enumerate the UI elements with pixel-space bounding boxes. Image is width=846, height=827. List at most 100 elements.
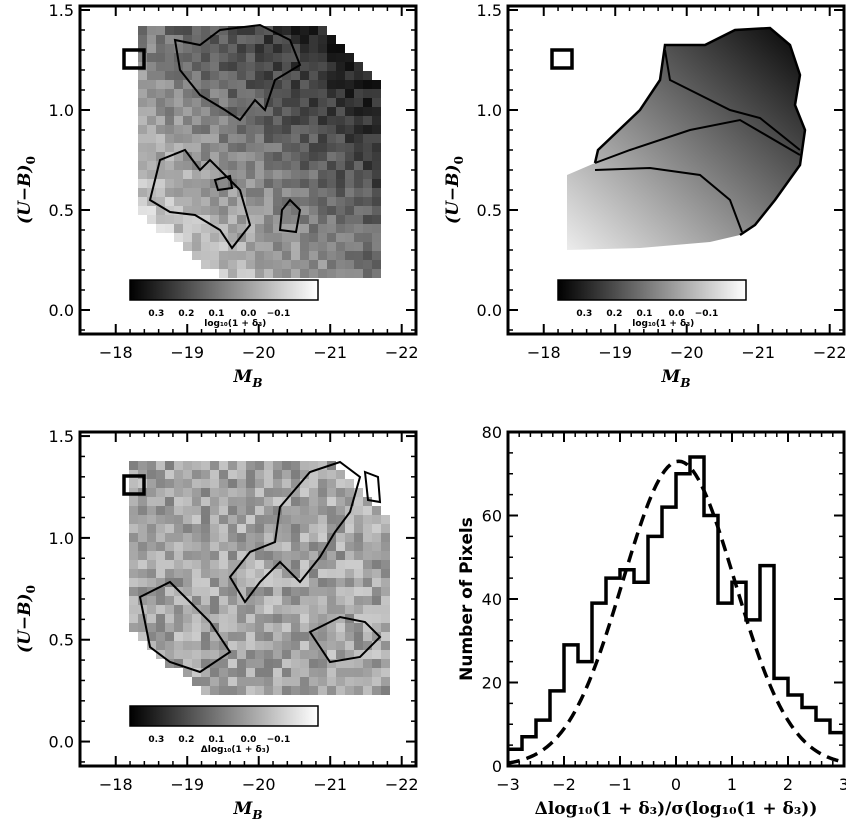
heatmap-cell [255, 533, 264, 542]
heatmap-cell [300, 143, 309, 152]
heatmap-cell [246, 44, 255, 53]
heatmap-cell [147, 98, 156, 107]
heatmap-cell [327, 206, 336, 215]
heatmap-cell [291, 560, 300, 569]
heatmap-cell [363, 134, 372, 143]
heatmap-cell [183, 659, 192, 668]
heatmap-cell [264, 125, 273, 134]
heatmap-cell [219, 668, 228, 677]
heatmap-cell [318, 80, 327, 89]
heatmap-cell [336, 578, 345, 587]
heatmap-cell [228, 659, 237, 668]
heatmap-cell [174, 44, 183, 53]
heatmap-cell [336, 533, 345, 542]
heatmap-cell [183, 623, 192, 632]
heatmap-cell [282, 578, 291, 587]
heatmap-cell [210, 44, 219, 53]
heatmap-cell [318, 524, 327, 533]
x-axis-title: MB [233, 799, 263, 822]
heatmap-cell [156, 125, 165, 134]
heatmap-cell [246, 242, 255, 251]
heatmap-cell [165, 470, 174, 479]
heatmap-cell [345, 242, 354, 251]
heatmap-cell [273, 35, 282, 44]
heatmap-cell [201, 479, 210, 488]
heatmap-cell [201, 677, 210, 686]
heatmap-cell [138, 614, 147, 623]
heatmap-cell [147, 170, 156, 179]
heatmap-cell [174, 614, 183, 623]
heatmap-cell [183, 170, 192, 179]
heatmap-cell [318, 224, 327, 233]
heatmap-cell [318, 623, 327, 632]
heatmap-cell [210, 605, 219, 614]
heatmap-cell [336, 605, 345, 614]
heatmap-cell [147, 80, 156, 89]
heatmap-cell [354, 206, 363, 215]
heatmap-cell [201, 668, 210, 677]
heatmap-cell [381, 560, 390, 569]
heatmap-cell [291, 650, 300, 659]
heatmap-cell [291, 668, 300, 677]
heatmap-cell [300, 515, 309, 524]
heatmap-cell [282, 650, 291, 659]
colorbar-tick-label: 0.1 [637, 309, 653, 319]
heatmap-cell [156, 560, 165, 569]
colorbar-tick-label: 0.0 [240, 309, 256, 319]
heatmap-cell [363, 242, 372, 251]
heatmap-cell [327, 89, 336, 98]
heatmap-cell [210, 587, 219, 596]
heatmap-cell [219, 596, 228, 605]
heatmap-cell [363, 569, 372, 578]
heatmap-cell [273, 116, 282, 125]
colorbar-tick-label: −0.1 [695, 309, 718, 319]
heatmap-cell [300, 35, 309, 44]
heatmap-cell [138, 179, 147, 188]
heatmap-cell [363, 89, 372, 98]
heatmap-cell [192, 533, 201, 542]
heatmap-cell [318, 614, 327, 623]
heatmap-cell [147, 44, 156, 53]
heatmap-cell [237, 533, 246, 542]
heatmap-cell [210, 26, 219, 35]
heatmap-cell [165, 35, 174, 44]
heatmap-cell [363, 686, 372, 695]
heatmap-cell [183, 668, 192, 677]
heatmap-cell [174, 533, 183, 542]
heatmap-cell [228, 461, 237, 470]
heatmap-cell [246, 80, 255, 89]
heatmap-cell [282, 224, 291, 233]
heatmap-cell [282, 125, 291, 134]
heatmap-cell [300, 560, 309, 569]
heatmap-cell [219, 89, 228, 98]
heatmap-cell [309, 197, 318, 206]
heatmap-cell [147, 71, 156, 80]
heatmap-cell [354, 152, 363, 161]
heatmap-cell [318, 578, 327, 587]
heatmap-cell [300, 578, 309, 587]
heatmap-cell [372, 80, 381, 89]
heatmap-cell [147, 497, 156, 506]
heatmap-cell [327, 650, 336, 659]
heatmap-cell [300, 614, 309, 623]
heatmap-cell [237, 461, 246, 470]
heatmap-cell [264, 26, 273, 35]
heatmap-cell [336, 560, 345, 569]
heatmap-cell [255, 98, 264, 107]
heatmap-cell [345, 578, 354, 587]
heatmap-cell [309, 80, 318, 89]
heatmap-cell [147, 515, 156, 524]
x-tick-label: 2 [783, 775, 793, 794]
heatmap-cell [174, 206, 183, 215]
heatmap-cell [354, 677, 363, 686]
heatmap-cell [201, 641, 210, 650]
heatmap-cell [201, 578, 210, 587]
heatmap-cell [327, 596, 336, 605]
heatmap-cell [282, 551, 291, 560]
heatmap-cell [201, 107, 210, 116]
heatmap-cell [381, 668, 390, 677]
heatmap-cell [165, 143, 174, 152]
heatmap-cell [228, 596, 237, 605]
heatmap-cell [255, 569, 264, 578]
